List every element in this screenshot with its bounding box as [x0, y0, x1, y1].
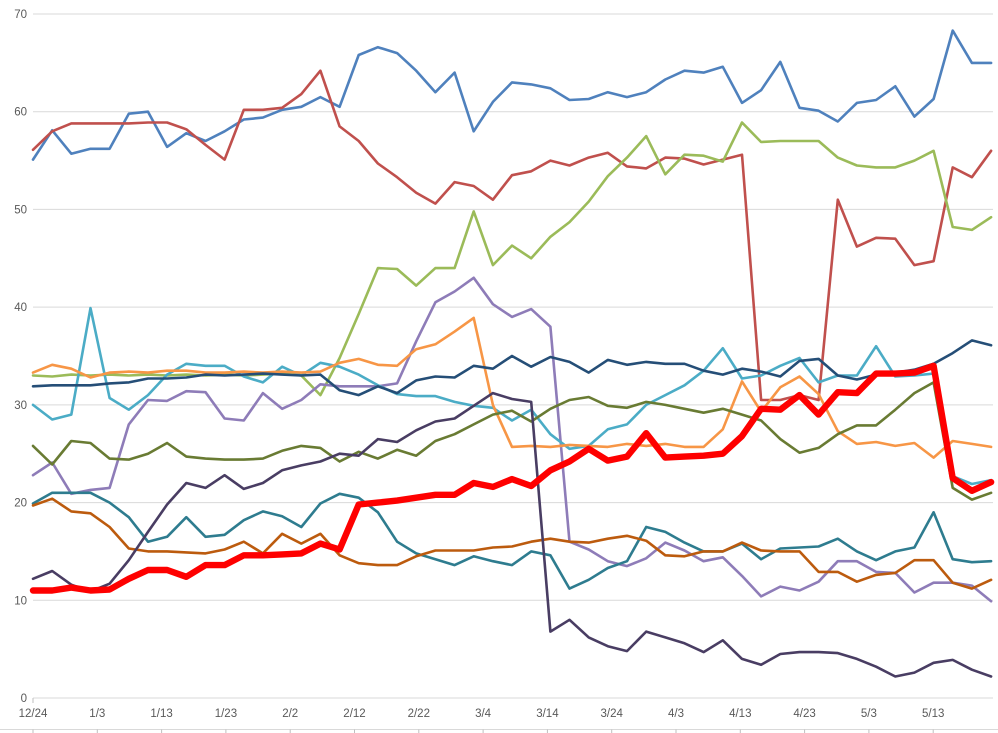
y-axis-label: 70 — [14, 9, 27, 21]
x-axis-label: 4/13 — [729, 708, 751, 720]
y-axis-label: 40 — [14, 302, 27, 314]
series-line-green — [31, 121, 993, 397]
series-line-navy — [31, 339, 993, 397]
series-line-dark-purple — [31, 391, 993, 678]
series-line-blue — [31, 29, 993, 161]
y-axis-label: 60 — [14, 107, 27, 119]
x-axis-label: 5/13 — [922, 708, 944, 720]
series-line-brown — [31, 497, 993, 590]
x-axis-label: 3/4 — [475, 708, 492, 720]
x-axis-label: 1/3 — [89, 708, 105, 720]
y-axis-label: 20 — [14, 498, 27, 510]
x-axis-label: 3/24 — [601, 708, 624, 720]
y-axis-label: 0 — [21, 693, 27, 705]
y-axis-label: 50 — [14, 204, 27, 216]
x-axis-label: 1/13 — [150, 708, 172, 720]
series-line-purple — [31, 276, 993, 603]
x-axis-label: 1/23 — [215, 708, 237, 720]
series-line-olive — [31, 381, 993, 501]
x-axis-label: 4/23 — [793, 708, 815, 720]
x-axis-label: 4/3 — [668, 708, 684, 720]
y-axis-label: 10 — [14, 595, 27, 607]
series-line-cyan — [31, 306, 993, 486]
series-line-red — [31, 69, 993, 402]
series-line-teal — [31, 491, 993, 590]
x-axis-label: 2/2 — [282, 708, 298, 720]
x-axis-label: 2/22 — [408, 708, 430, 720]
y-axis-label: 30 — [14, 400, 27, 412]
x-axis-label: 2/12 — [343, 708, 365, 720]
x-axis-label: 3/14 — [536, 708, 559, 720]
x-axis-label: 5/3 — [861, 708, 877, 720]
series-line-highlight-red — [29, 362, 995, 594]
x-axis-label: 12/24 — [19, 708, 48, 720]
series-line-orange — [31, 316, 993, 459]
